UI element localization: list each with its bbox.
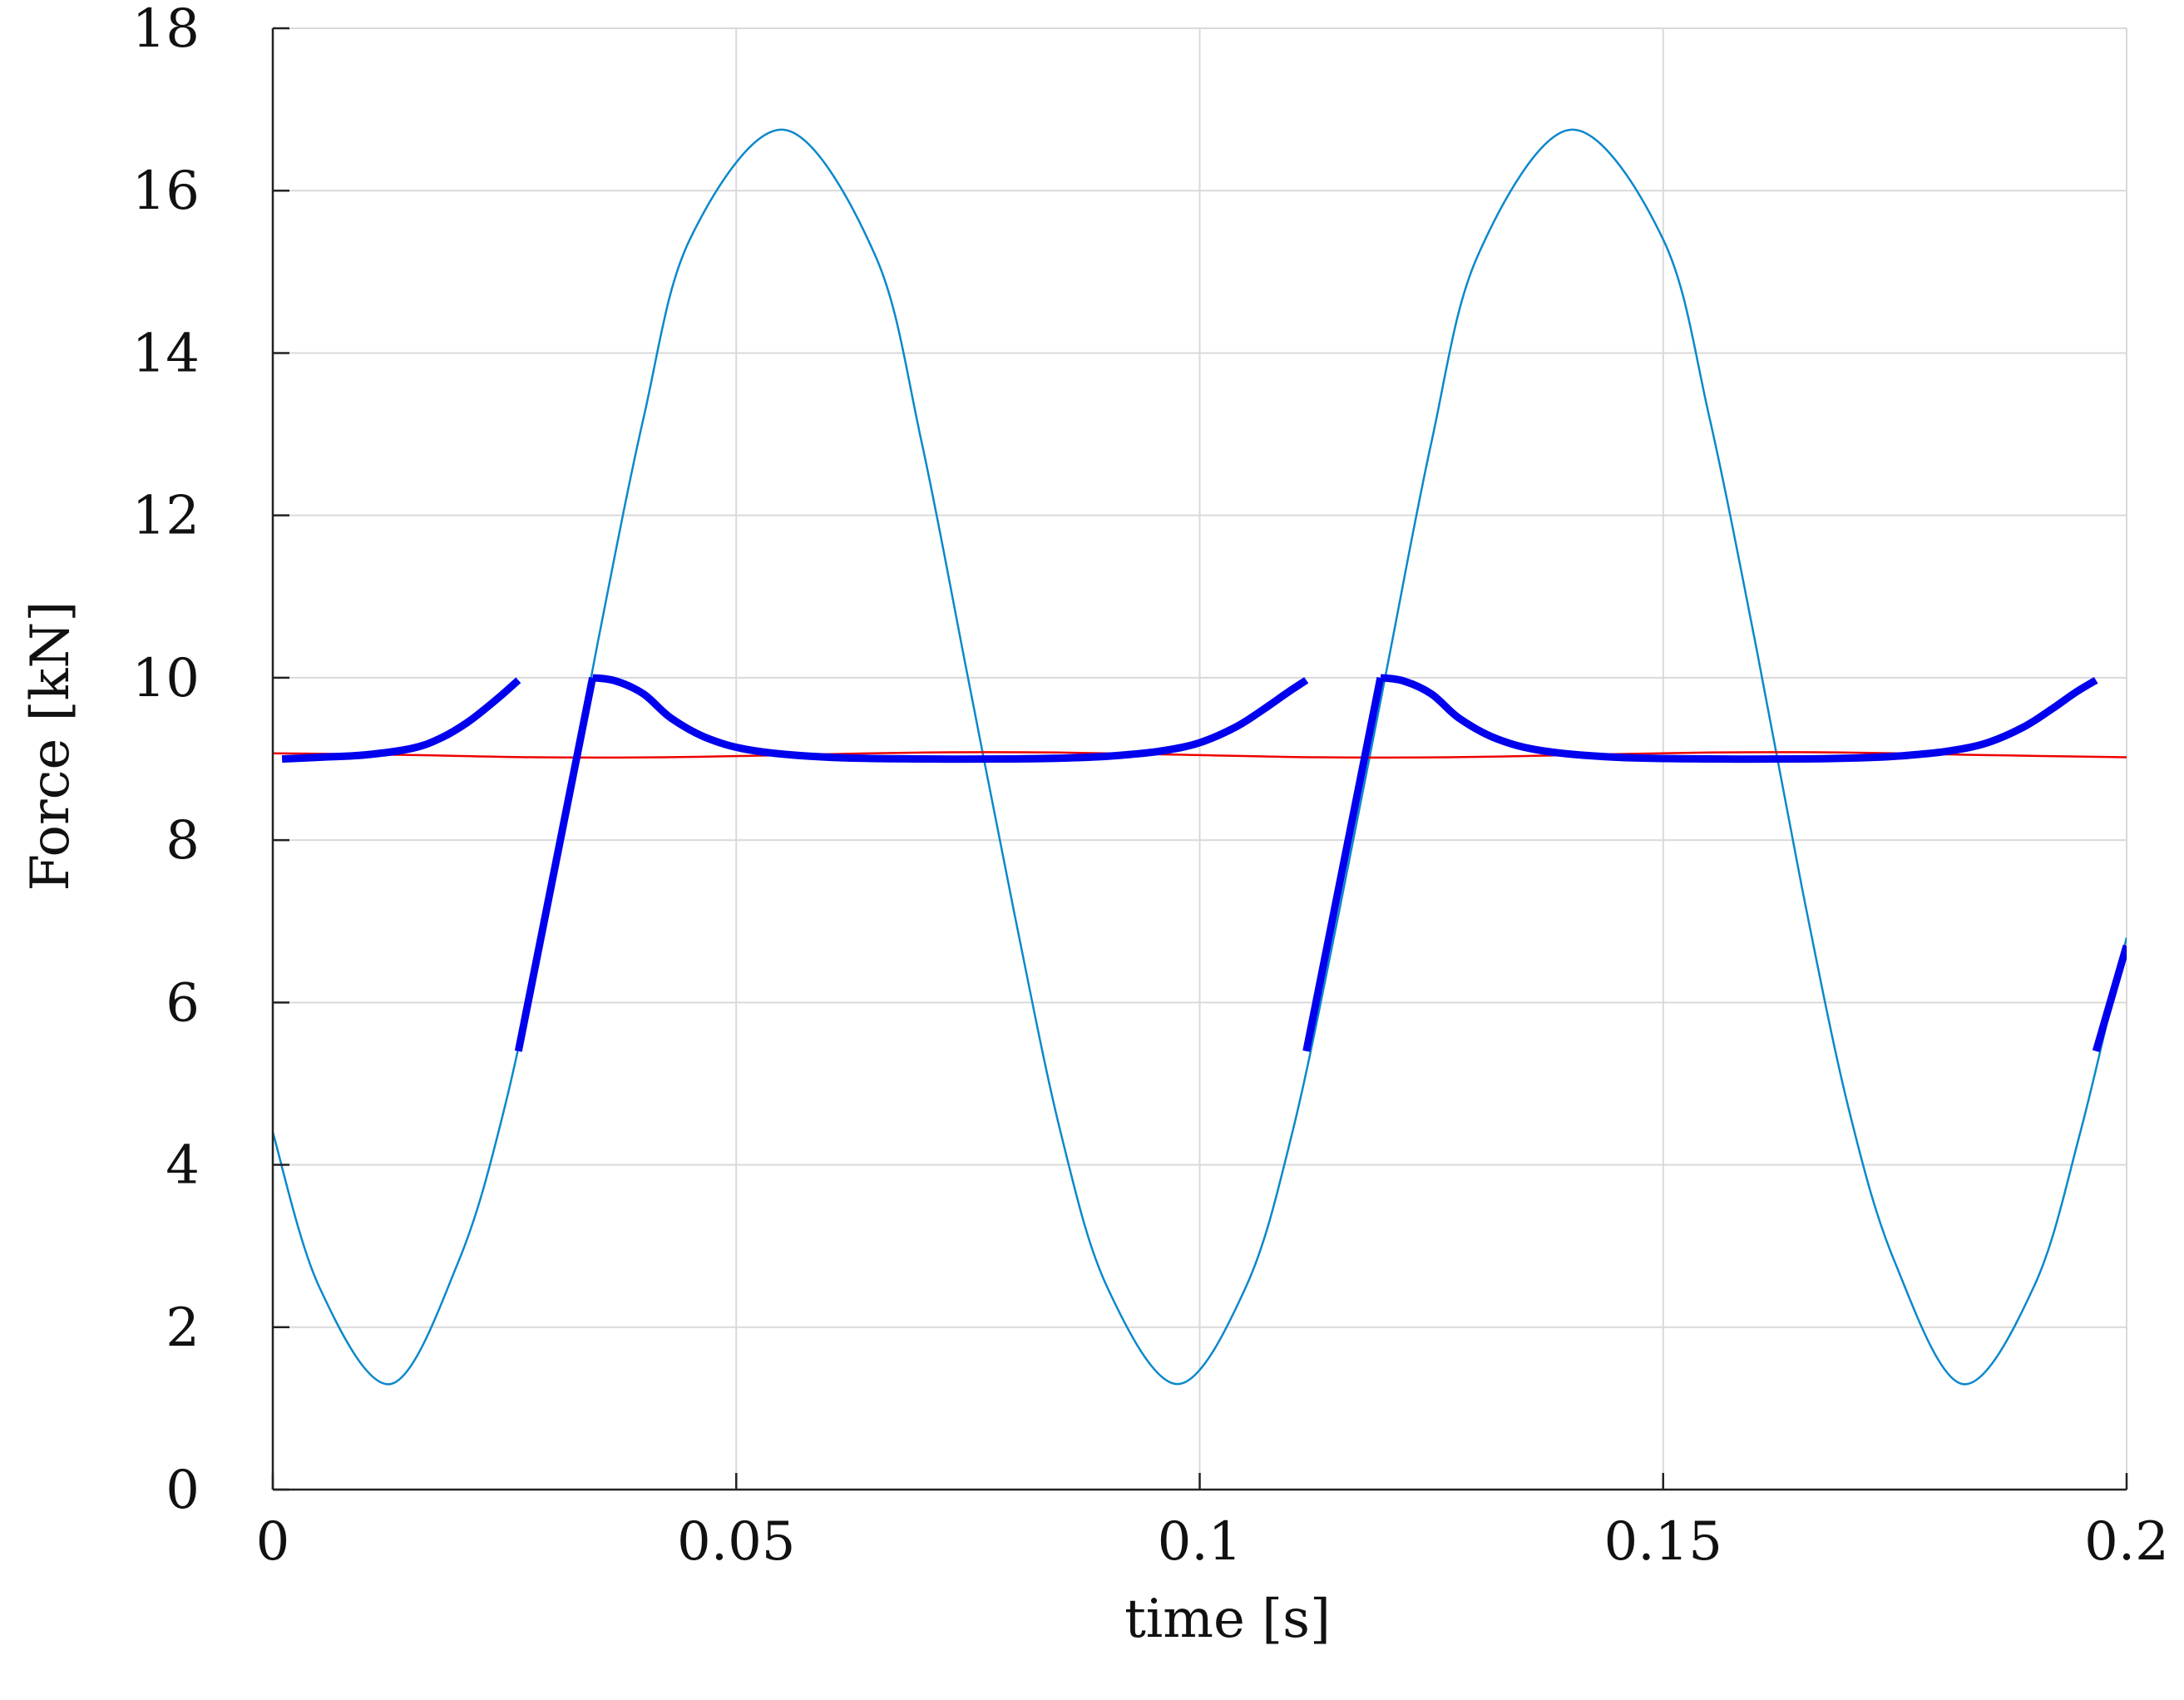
- series-2-line-segment: [2092, 944, 2127, 1053]
- series-2-line-segment: [514, 677, 596, 1052]
- series-2-line-segment: [1380, 674, 2098, 764]
- y-tick-label: 12: [132, 486, 200, 547]
- x-tick-label: 0: [256, 1511, 290, 1573]
- series-2: [281, 674, 2127, 1053]
- y-tick-label: 16: [132, 161, 200, 222]
- series-2-line-segment: [281, 677, 521, 763]
- y-axis-title: Force [kN]: [20, 601, 82, 892]
- x-axis-title: time [s]: [1124, 1589, 1331, 1650]
- y-tick-label: 2: [166, 1297, 200, 1359]
- tick-labels: 0 0.05 0.1 0.15 0.2 0 2 4 6 8 10 12 14 16 18: [132, 0, 2169, 1573]
- series-lines: [273, 128, 2127, 1386]
- series-2-line-segment: [591, 674, 1309, 764]
- y-tick-label: 4: [166, 1135, 200, 1197]
- axes: [271, 27, 2128, 1491]
- x-tick-label: 0.1: [1158, 1511, 1243, 1573]
- y-tick-label: 6: [166, 972, 200, 1034]
- grid-lines: [273, 27, 2127, 1490]
- y-tick-label: 10: [132, 648, 200, 709]
- y-tick-label: 8: [166, 810, 200, 872]
- x-tick-label: 0.05: [677, 1511, 796, 1573]
- x-tick-label: 0.2: [2084, 1511, 2169, 1573]
- series-2-line-segment: [1302, 677, 1385, 1052]
- y-tick-label: 14: [132, 323, 200, 384]
- y-tick-label: 18: [132, 0, 200, 60]
- x-tick-label: 0.15: [1604, 1511, 1723, 1573]
- y-tick-label: 0: [166, 1460, 200, 1521]
